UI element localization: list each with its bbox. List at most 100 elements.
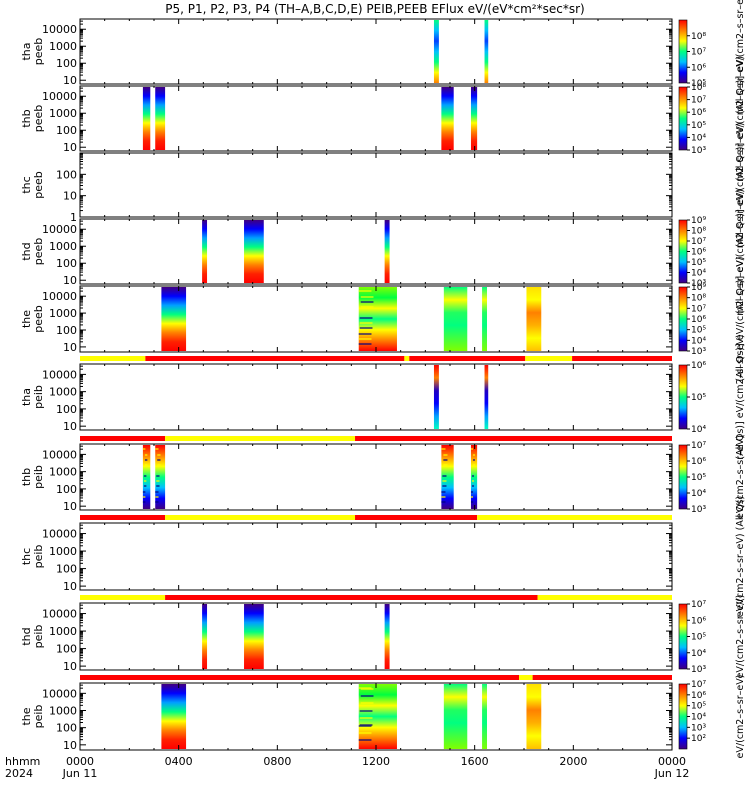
spectrogram-speckle [472, 454, 476, 456]
colorbar-unit-label: (All Qs)] eV/(cm2–s–sr–eV) [735, 56, 746, 181]
colorbar-tick-label: 10⁷ [691, 680, 706, 690]
spectrogram-speckle [358, 343, 372, 345]
y-tick-label: 100 [56, 57, 77, 70]
spectrogram-speckle [360, 688, 374, 690]
y-label-product: peib [32, 465, 45, 489]
y-tick-label: 10 [63, 190, 77, 203]
spectrogram-speckle [358, 333, 372, 335]
spectrogram-speckle [360, 702, 374, 704]
spectrogram-speckle [359, 317, 373, 319]
spectrogram-speckle [443, 459, 448, 461]
colorbar-tick-label: 10⁴ [691, 269, 706, 279]
spectrogram-block [526, 684, 542, 749]
spectrogram-block [526, 287, 542, 351]
panel-frame [79, 152, 673, 218]
spectrogram-block [155, 87, 166, 150]
colorbar [678, 19, 688, 84]
spectrogram-speckle [443, 454, 448, 456]
colorbar-tick-label: 10⁷ [691, 96, 706, 106]
y-label-probe: thb [20, 468, 33, 486]
y-tick-label: 1000 [49, 466, 77, 479]
y-label-probe: thd [20, 242, 33, 260]
spectrogram-block [441, 87, 454, 150]
y-tick-label: 10000 [42, 290, 77, 303]
spectrogram-speckle [472, 459, 476, 461]
spectrogram-speckle [471, 485, 475, 487]
spectrogram-speckle [358, 739, 372, 741]
colorbar-tick-label: 10⁵ [691, 393, 706, 403]
mode-bar-segment [355, 436, 672, 441]
panel-thc_peeb: 1 10 100 thc peeb (All Qs)] eV/(cm2–s–sr–eV) [20, 122, 746, 247]
colorbar-tick-label: 10⁹ [691, 216, 706, 226]
y-tick-label: 100 [56, 563, 77, 576]
figure-title: P5, P1, P2, P3, P4 (TH–A,B,C,D,E) PEIB,P… [165, 2, 584, 16]
mode-bar-segment [409, 356, 526, 361]
panel-frame [79, 18, 673, 85]
spectrogram-block [161, 684, 187, 749]
mode-bar-segment [80, 436, 166, 441]
y-label-product: peib [32, 385, 45, 409]
spectrogram-block [443, 287, 468, 351]
y-tick-label: 10 [63, 739, 77, 752]
spectrogram-speckle [143, 485, 147, 487]
x-axis: hhmm 2024 0000 0400 0800 1200 1600 2000 0000Ju… [5, 755, 689, 780]
y-tick-label: 1000 [49, 545, 77, 558]
colorbar-tick-label: 10⁹ [691, 283, 706, 293]
spectrogram-speckle [442, 480, 447, 482]
colorbar-tick-label: 10⁵ [691, 702, 706, 712]
y-tick-label: 10000 [42, 448, 77, 461]
y-tick-label: 10 [63, 341, 77, 354]
mode-bar-segment [80, 675, 520, 680]
colorbar-unit-label: eV/(cm2–s–sr–eV) [735, 435, 746, 519]
colorbar-tick-label: 10⁷ [691, 237, 706, 247]
y-label-product: peeb [32, 238, 45, 266]
panel-frame [79, 522, 673, 591]
colorbar-tick-label: 10⁸ [691, 83, 706, 93]
x-axis-corner-label-line2: 2024 [5, 767, 33, 780]
spectrogram-speckle [143, 480, 147, 482]
colorbar-unit-label: (All Qs)] eV/(cm2–s–sr–eV) [735, 189, 746, 314]
colorbar-tick-label: 10⁶ [691, 457, 706, 467]
mode-bar-segment [355, 515, 478, 520]
spectrogram-speckle [155, 496, 159, 498]
spectrogram-speckle [471, 475, 475, 477]
y-tick-label: 100 [56, 124, 77, 137]
panel-thb_peeb: 10 100 1000 10000 thb peeb 10³ 10⁴ 10⁵ 10⁶ 10⁷ 10⁸ (… [20, 56, 746, 181]
colorbar [678, 86, 688, 151]
y-label-product: peeb [32, 171, 45, 199]
colorbar-tick-label: 10³ [691, 505, 706, 515]
panel-thc_peib: 10 100 1000 10000 thc peib eV/(cm2–s–sr–eV) (A… [20, 496, 746, 618]
y-label-probe: the [20, 707, 33, 725]
y-label-probe: thc [20, 548, 33, 565]
spectrogram-block [142, 445, 151, 509]
y-tick-label: 10000 [42, 223, 77, 236]
colorbar-tick-label: 10⁴ [691, 489, 706, 499]
mode-bar-segment [80, 595, 166, 600]
y-label-product: peeb [32, 105, 45, 133]
colorbar-tick-label: 10⁶ [691, 616, 706, 626]
spectrogram-speckle [441, 501, 446, 503]
x-date-label: Jun 11 [62, 767, 98, 780]
mode-bar-segment [519, 675, 533, 680]
colorbar-tick-label: 10³ [691, 723, 706, 733]
spectrogram-speckle [360, 306, 374, 308]
y-tick-label: 100 [56, 324, 77, 337]
y-tick-label: 10000 [42, 368, 77, 381]
colorbar-tick-label: 10⁴ [691, 713, 706, 723]
spectrogram-speckle [156, 480, 160, 482]
spectrogram-speckle [358, 290, 372, 292]
y-tick-label: 1000 [49, 307, 77, 320]
y-tick-label: 100 [56, 403, 77, 416]
y-label-product: peeb [32, 305, 45, 333]
colorbar-unit-label: (All Qs)] eV/(cm2–s–sr–eV) [735, 0, 746, 114]
y-label-probe: thd [20, 627, 33, 645]
spectrogram-block [384, 604, 390, 669]
x-date-label: Jun 12 [654, 767, 690, 780]
spectrogram-speckle [155, 501, 159, 503]
colorbar-unit-label: eV/(cm2–s–sr–eV) [735, 675, 746, 759]
colorbar-tick-label: 10⁵ [691, 121, 706, 131]
